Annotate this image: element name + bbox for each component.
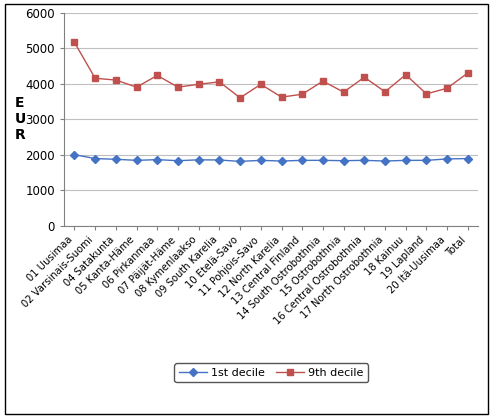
- 9th decile: [196, 82, 202, 87]
- 1st decile: [258, 158, 264, 163]
- 9th decile: [403, 72, 409, 77]
- 9th decile: [382, 89, 388, 94]
- 1st decile: [237, 159, 243, 164]
- Legend: 1st decile, 9th decile: 1st decile, 9th decile: [175, 363, 368, 382]
- 1st decile: [134, 158, 140, 163]
- 9th decile: [279, 94, 284, 99]
- 1st decile: [196, 157, 202, 162]
- 9th decile: [361, 75, 367, 80]
- 9th decile: [320, 79, 326, 84]
- 1st decile: [279, 158, 284, 163]
- Line: 1st decile: 1st decile: [71, 152, 471, 164]
- 1st decile: [444, 156, 450, 161]
- 9th decile: [258, 82, 264, 87]
- 1st decile: [361, 158, 367, 163]
- 1st decile: [299, 158, 305, 163]
- 9th decile: [423, 92, 429, 97]
- 9th decile: [237, 95, 243, 100]
- 9th decile: [341, 89, 347, 94]
- 9th decile: [92, 76, 98, 81]
- 1st decile: [341, 158, 347, 163]
- 9th decile: [154, 73, 160, 78]
- 1st decile: [423, 158, 429, 163]
- 9th decile: [299, 92, 305, 97]
- Line: 9th decile: 9th decile: [71, 39, 471, 101]
- 1st decile: [382, 158, 388, 163]
- 1st decile: [175, 158, 181, 163]
- 9th decile: [134, 85, 140, 90]
- 1st decile: [465, 156, 471, 161]
- 9th decile: [465, 71, 471, 76]
- 1st decile: [320, 158, 326, 163]
- Y-axis label: E
U
R: E U R: [14, 96, 26, 143]
- 9th decile: [216, 79, 222, 84]
- 1st decile: [71, 152, 77, 157]
- 9th decile: [113, 78, 119, 83]
- 1st decile: [216, 158, 222, 163]
- 1st decile: [92, 156, 98, 161]
- 9th decile: [444, 86, 450, 91]
- 9th decile: [71, 40, 77, 45]
- 1st decile: [154, 157, 160, 162]
- 1st decile: [113, 157, 119, 162]
- 9th decile: [175, 85, 181, 90]
- 1st decile: [403, 158, 409, 163]
